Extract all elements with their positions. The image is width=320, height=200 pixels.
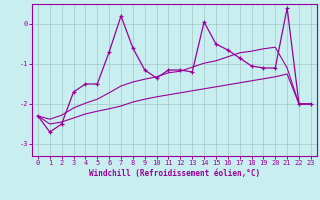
X-axis label: Windchill (Refroidissement éolien,°C): Windchill (Refroidissement éolien,°C) [89,169,260,178]
